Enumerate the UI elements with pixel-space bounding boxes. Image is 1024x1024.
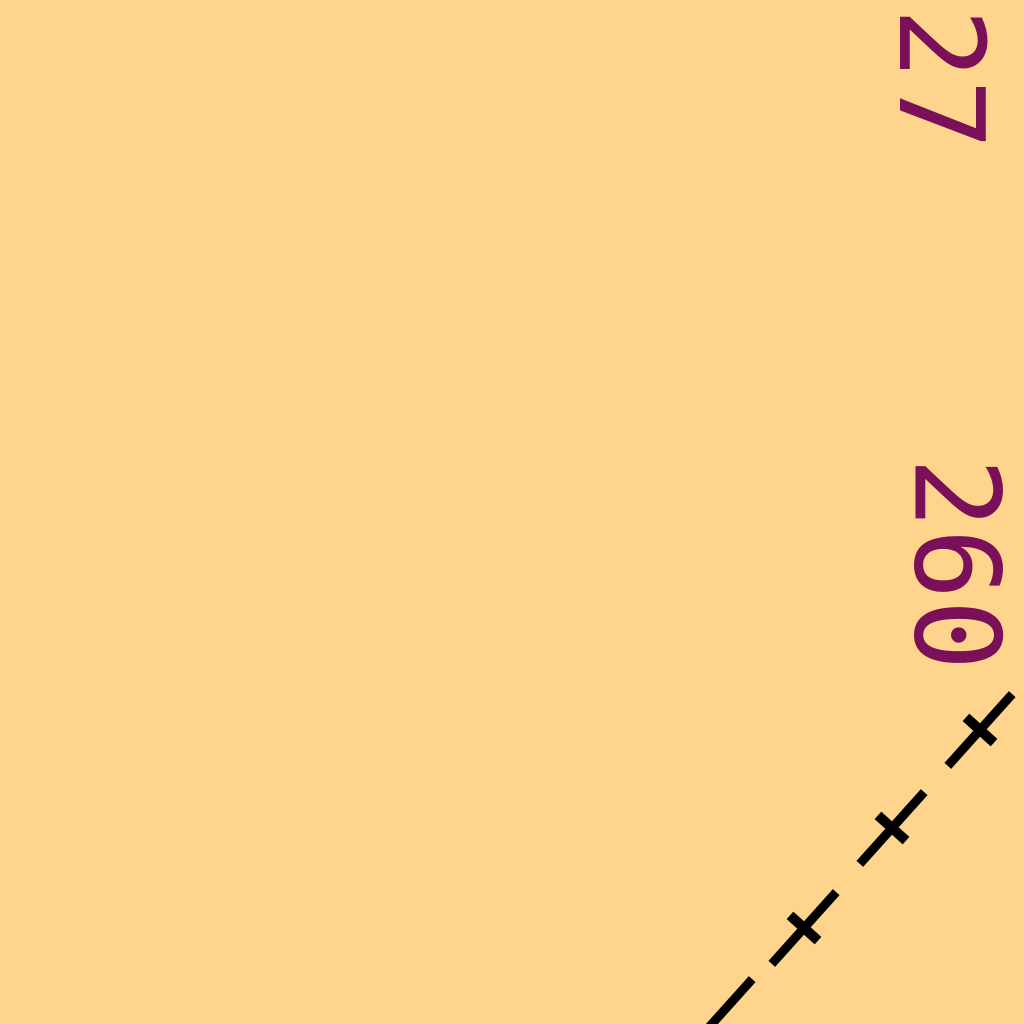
boundary-cross-tick <box>786 911 822 945</box>
boundary-cross-tick <box>874 811 910 845</box>
boundary-cross-tick <box>962 713 998 747</box>
boundary-dash-cross-line <box>705 691 1016 1024</box>
boundary-dash <box>705 976 756 1024</box>
